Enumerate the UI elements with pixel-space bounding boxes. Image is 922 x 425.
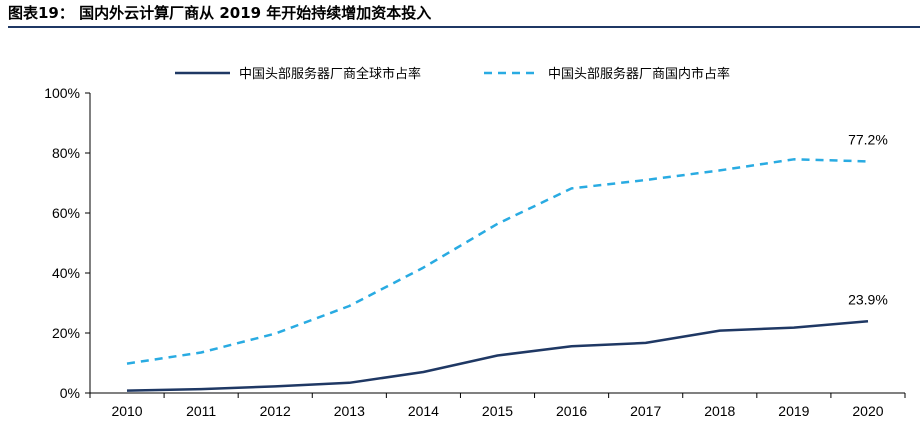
title-underline (8, 26, 920, 28)
x-tick-label: 2012 (260, 403, 291, 419)
x-tick-label: 2010 (111, 403, 142, 419)
x-tick-label: 2018 (704, 403, 735, 419)
x-tick-label: 2013 (334, 403, 365, 419)
y-tick-label: 0% (60, 385, 80, 401)
x-tick-label: 2014 (408, 403, 439, 419)
y-tick-label: 80% (52, 145, 80, 161)
x-tick-label: 2011 (186, 403, 216, 419)
y-tick-label: 20% (52, 325, 80, 341)
figure-title: 图表19： 国内外云计算厂商从 2019 年开始持续增加资本投入 (8, 4, 432, 22)
x-tick-label: 2017 (630, 403, 661, 419)
x-tick-label: 2016 (556, 403, 587, 419)
x-tick-label: 2019 (778, 403, 809, 419)
y-tick-label: 40% (52, 265, 80, 281)
legend-label-2: 中国头部服务器厂商国内市占率 (548, 66, 730, 82)
x-tick-label: 2020 (852, 403, 883, 419)
x-tick-label: 2015 (482, 403, 513, 419)
series-line-2 (126, 158, 869, 365)
y-tick-label: 60% (52, 205, 80, 221)
data-label: 77.2% (848, 131, 888, 147)
y-tick-label: 100% (44, 85, 80, 101)
legend-label-1: 中国头部服务器厂商全球市占率 (239, 66, 421, 82)
series-line-1 (126, 320, 869, 392)
data-label: 23.9% (848, 291, 888, 307)
